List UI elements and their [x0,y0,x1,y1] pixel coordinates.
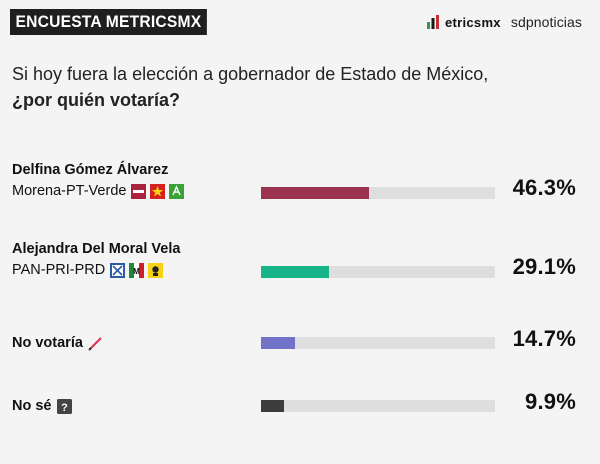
sdpnoticias-logo: sdpnoticias [510,14,582,30]
bar-track [261,187,495,199]
survey-tag: ENCUESTA METRICSMX [10,9,207,35]
verde-icon [169,183,185,199]
question-line-1: Si hoy fuera la elección a gobernador de… [12,64,489,84]
prd-icon [148,262,164,278]
option-name: No sé [12,398,52,414]
bar-fill [261,266,330,278]
coalition-row: Morena-PT-Verde [12,183,185,199]
percentage-label: 29.1% [512,254,576,279]
question-mark-icon: ? [56,398,72,414]
svg-text:?: ? [61,402,68,414]
brand-bar: etricsmx sdpnoticias [426,11,582,33]
percentage-label: 14.7% [512,326,576,351]
metricsmx-logo-text: etricsmx [444,14,501,30]
bar-fill [261,400,285,412]
metricsmx-logo: etricsmx [426,14,501,30]
bar-fill [261,337,296,349]
party-icons: M [110,262,164,278]
candidate-name: Delfina Gómez Álvarez [12,162,169,178]
bar-track [261,337,495,349]
bar-track [261,266,495,278]
option-label: No votaría [12,335,103,351]
survey-question: Si hoy fuera la elección a gobernador de… [12,61,582,113]
coalition-name: PAN-PRI-PRD [12,262,106,278]
question-line-2: ¿por quién votaría? [12,90,181,110]
bar-fill [261,187,370,199]
morena-icon [131,183,147,199]
option-label: No sé? [12,398,72,414]
coalition-row: PAN-PRI-PRD M [12,262,164,278]
pt-icon [150,183,166,199]
bar-track [261,400,495,412]
candidate-name: Alejandra Del Moral Vela [12,241,181,257]
svg-text:M: M [133,267,140,276]
pan-icon [110,262,126,278]
coalition-name: Morena-PT-Verde [12,183,127,199]
party-icons [131,183,185,199]
percentage-label: 9.9% [525,389,576,414]
metricsmx-bars-icon [426,15,439,29]
crossed-pencil-icon [88,336,102,351]
option-name: No votaría [12,335,83,351]
pri-icon: M [129,262,145,278]
percentage-label: 46.3% [512,175,576,200]
